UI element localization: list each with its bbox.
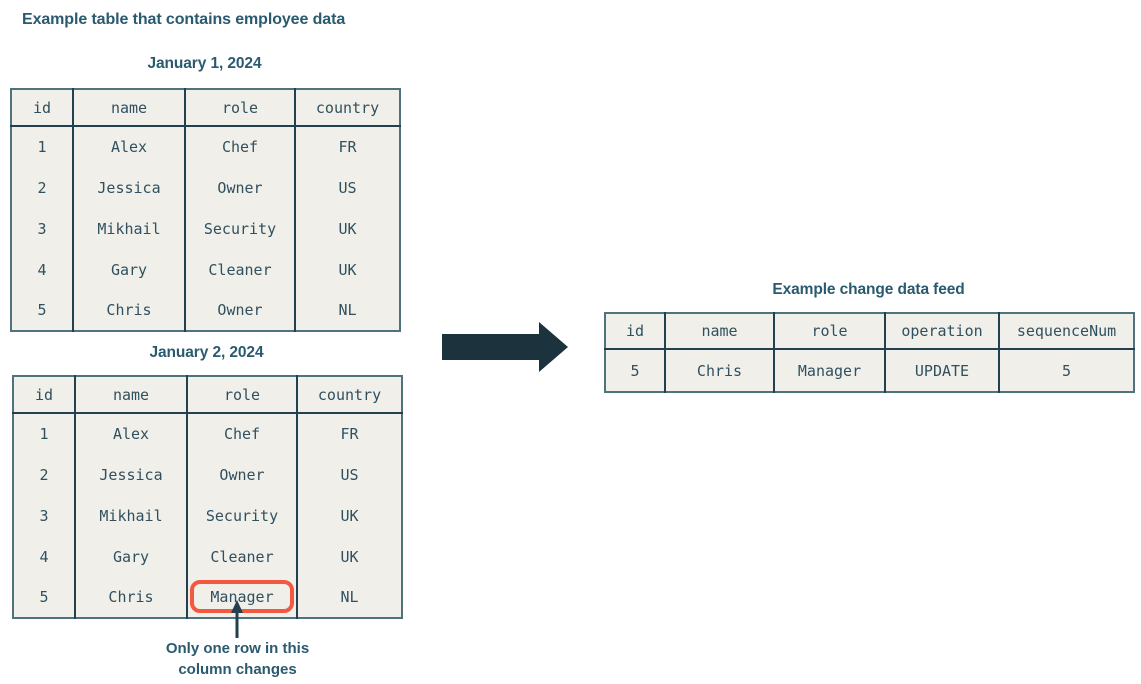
cell-country: US	[294, 167, 400, 208]
cell-name: Gary	[74, 536, 187, 577]
column-header-name: name	[74, 376, 187, 414]
cell-name: Gary	[72, 249, 185, 290]
column-header-id: id	[13, 376, 75, 414]
table-row: 5 Chris Manager NL	[13, 577, 402, 618]
main-title: Example table that contains employee dat…	[22, 11, 346, 28]
column-header-country: country	[296, 376, 402, 414]
cell-role: Chef	[184, 126, 295, 167]
cell-country: FR	[296, 413, 402, 454]
cell-country: UK	[296, 495, 402, 536]
table-row: 4 Gary Cleaner UK	[11, 249, 400, 290]
right-arrow-icon	[442, 322, 568, 372]
table-row: 5 Chris Owner NL	[11, 290, 400, 331]
cell-name: Chris	[72, 290, 185, 331]
cell-name: Mikhail	[74, 495, 187, 536]
cell-id: 5	[630, 361, 640, 380]
column-header-operation: operation	[884, 313, 999, 350]
table-row: 2 Jessica Owner US	[11, 167, 400, 208]
cell-name: Alex	[74, 413, 187, 454]
column-header-role: role	[773, 313, 885, 350]
cell-role: Owner	[186, 454, 297, 495]
cell-country: UK	[296, 536, 402, 577]
column-header-role: role	[184, 89, 295, 127]
jan1-table: id name role country 1 Alex Chef FR 2 Je…	[10, 88, 401, 332]
cell-role: Security	[184, 208, 295, 249]
cell-name: Jessica	[74, 454, 187, 495]
cell-sequencenum: 5	[998, 349, 1134, 392]
change-data-feed-table: id name role operation sequenceNum 5 Chr…	[604, 312, 1135, 393]
cell-name: Mikhail	[72, 208, 185, 249]
cell-country: UK	[294, 249, 400, 290]
table-row: 1 Alex Chef FR	[11, 126, 400, 167]
cell-id: 4	[37, 260, 47, 279]
cell-operation: UPDATE	[884, 349, 999, 392]
feed-table-title: Example change data feed	[772, 281, 965, 298]
annotation-line-2: column changes	[178, 661, 297, 678]
cell-country: NL	[296, 577, 402, 618]
jan1-table-title: January 1, 2024	[147, 55, 262, 72]
table-row: 1 Alex Chef FR	[13, 413, 402, 454]
column-header-id: id	[11, 89, 73, 127]
cell-id: 5	[39, 588, 49, 606]
table-row: 4 Gary Cleaner UK	[13, 536, 402, 577]
cell-role: Cleaner	[184, 249, 295, 290]
cell-name: Chris	[74, 577, 187, 618]
column-header-role: role	[186, 376, 297, 414]
column-header-country: country	[294, 89, 400, 127]
cell-id: 2	[37, 178, 47, 197]
table-row: 5 Chris Manager UPDATE 5	[605, 349, 1134, 392]
cell-role: Manager	[773, 349, 885, 392]
cell-id: 3	[37, 219, 47, 238]
cell-id: 4	[39, 547, 49, 566]
cell-id: 3	[39, 506, 49, 525]
table-header-row: id name role country	[11, 89, 400, 127]
changed-cell-value: Manager	[210, 588, 274, 606]
column-header-name: name	[664, 313, 774, 350]
table-row: 3 Mikhail Security UK	[13, 495, 402, 536]
cell-role: Cleaner	[186, 536, 297, 577]
table-header-row: id name role country	[13, 376, 402, 414]
cell-id: 5	[37, 301, 47, 319]
column-header-sequencenum: sequenceNum	[998, 313, 1134, 350]
cell-name: Jessica	[72, 167, 185, 208]
cell-country: FR	[294, 126, 400, 167]
column-header-name: name	[72, 89, 185, 127]
table-header-row: id name role operation sequenceNum	[605, 313, 1134, 350]
cell-id: 2	[39, 465, 49, 484]
cell-role: Security	[186, 495, 297, 536]
cell-role: Owner	[184, 290, 295, 331]
jan2-table: id name role country 1 Alex Chef FR 2 Je…	[12, 375, 403, 619]
cell-country: NL	[294, 290, 400, 331]
up-arrow-icon	[231, 600, 243, 638]
cell-name: Alex	[72, 126, 185, 167]
column-header-id: id	[605, 313, 665, 350]
jan2-table-title: January 2, 2024	[149, 344, 264, 361]
cell-role: Chef	[186, 413, 297, 454]
cell-id: 1	[39, 425, 49, 443]
table-row: 2 Jessica Owner US	[13, 454, 402, 495]
cell-country: US	[296, 454, 402, 495]
cell-country: UK	[294, 208, 400, 249]
annotation-line-1: Only one row in this	[165, 640, 310, 657]
cell-role: Owner	[184, 167, 295, 208]
table-row: 3 Mikhail Security UK	[11, 208, 400, 249]
cell-id: 1	[37, 138, 47, 156]
annotation-text: Only one row in this column changes	[130, 638, 345, 680]
cell-name: Chris	[664, 349, 774, 392]
